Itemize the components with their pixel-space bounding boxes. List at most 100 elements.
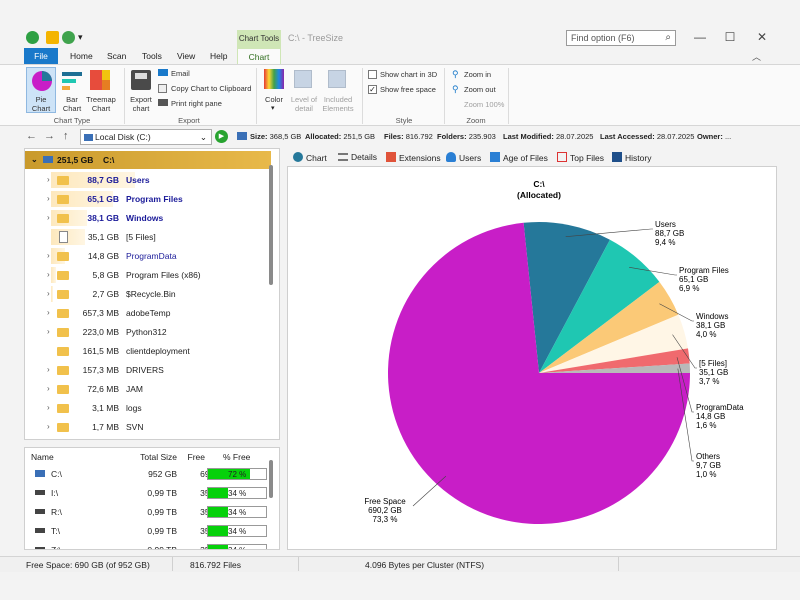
pie-slice-users[interactable] — [523, 222, 610, 373]
drives-header-name[interactable]: Name — [31, 452, 54, 462]
maximize-button[interactable]: ☐ — [724, 30, 736, 44]
up-arrow-icon[interactable]: ↑ — [63, 130, 69, 142]
tree-row[interactable]: › 2,7 GB $Recycle.Bin — [25, 285, 273, 303]
color-palette-icon[interactable] — [264, 69, 284, 89]
refresh-icon[interactable] — [62, 31, 75, 44]
pie-slice-program-files[interactable] — [539, 239, 660, 373]
tab-help[interactable]: Help — [210, 51, 228, 61]
tree-row[interactable]: › 223,0 MB Python312 — [25, 323, 273, 341]
tree-row[interactable]: › 1,7 MB SVN — [25, 418, 273, 436]
pie-chart-button[interactable] — [26, 67, 56, 113]
slice-label-percent: 73,3 % — [373, 515, 398, 524]
pie-slice-others[interactable] — [539, 363, 690, 373]
expand-icon[interactable]: › — [47, 175, 50, 184]
expand-icon[interactable]: › — [47, 384, 50, 393]
tree-row[interactable]: › 38,1 GB Windows — [25, 209, 273, 227]
color-dropdown-icon[interactable]: ▾ — [271, 105, 275, 112]
scan-go-button[interactable]: ▶ — [215, 130, 228, 143]
tab-age-of-files[interactable]: Age of Files — [490, 152, 548, 163]
color-button-label[interactable]: Color — [265, 95, 283, 104]
print-right-pane-button[interactable]: Print right pane — [171, 99, 222, 108]
tab-details[interactable]: Details — [338, 152, 377, 162]
zoom-out-button[interactable]: Zoom out — [464, 85, 496, 94]
drives-scrollbar[interactable] — [269, 460, 273, 498]
tree-row-name: Python312 — [126, 327, 167, 337]
expand-icon[interactable]: › — [47, 327, 50, 336]
minimize-button[interactable]: — — [694, 30, 706, 44]
show-free-space-label[interactable]: Show free space — [380, 85, 436, 94]
zoom-in-button[interactable]: Zoom in — [464, 70, 492, 79]
expand-icon[interactable]: › — [47, 194, 50, 203]
find-option-input[interactable]: Find option (F6) ⌕ — [566, 30, 676, 46]
show-3d-label[interactable]: Show chart in 3D — [380, 70, 438, 79]
drive-row[interactable]: T:\0,99 TB351 GB34 % — [25, 522, 270, 540]
show-free-space-checkbox[interactable]: ✓ — [368, 85, 377, 94]
expand-icon[interactable]: › — [47, 422, 50, 431]
tree-row[interactable]: › 72,6 MB JAM — [25, 380, 273, 398]
tree-row[interactable]: › 657,3 MB adobeTemp — [25, 304, 273, 322]
collapse-ribbon-icon[interactable]: ︿ — [752, 52, 762, 62]
slice-label-size: 14,8 GB — [696, 412, 725, 421]
tree-scrollbar[interactable] — [269, 165, 273, 285]
tab-home[interactable]: Home — [70, 51, 93, 61]
pie-slice-free-space[interactable] — [388, 222, 690, 524]
chart-panel: C:\ (Allocated) Users 88,7 GB 9,4 % Program… — [287, 166, 777, 550]
drive-icon — [35, 470, 45, 477]
pie-slice-programdata[interactable] — [539, 348, 690, 373]
bar-chart-icon[interactable] — [62, 70, 82, 90]
pie-slice-windows[interactable] — [539, 281, 679, 373]
tab-top-files[interactable]: Top Files — [557, 152, 604, 163]
tab-scan[interactable]: Scan — [107, 51, 127, 61]
tree-row[interactable]: › 88,7 GB Users — [25, 171, 273, 189]
tab-view[interactable]: View — [177, 51, 196, 61]
treemap-chart-label[interactable]: Treemap Chart — [86, 95, 116, 113]
export-chart-icon[interactable] — [131, 70, 151, 90]
tree-root-row[interactable]: ⌄ 251,5 GB C:\ — [25, 151, 271, 169]
back-arrow-icon[interactable]: ← — [26, 130, 37, 142]
expand-icon[interactable]: › — [47, 365, 50, 374]
expand-icon[interactable]: › — [47, 289, 50, 298]
tab-chart-view[interactable]: Chart — [293, 152, 327, 163]
export-chart-label[interactable]: Export chart — [130, 95, 152, 113]
drive-select[interactable]: Local Disk (C:) ⌄ — [80, 129, 212, 145]
tree-row[interactable]: › 3,1 MB logs — [25, 399, 273, 417]
tab-chart[interactable]: Chart — [237, 48, 281, 64]
tree-row[interactable]: › 5,8 GB Program Files (x86) — [25, 266, 273, 284]
tab-history[interactable]: History — [612, 152, 651, 163]
copy-chart-button[interactable]: Copy Chart to Clipboard — [171, 84, 252, 93]
drive-row[interactable]: I:\0,99 TB351 GB34 % — [25, 484, 270, 502]
collapse-icon[interactable]: ⌄ — [31, 155, 38, 164]
scan-icon[interactable] — [46, 31, 59, 44]
tree-row[interactable]: 161,5 MB clientdeployment — [25, 342, 273, 360]
drives-header-free[interactable]: Free — [187, 452, 205, 462]
tree-row[interactable]: › 65,1 GB Program Files — [25, 190, 273, 208]
tree-row-name: Windows — [126, 213, 164, 223]
tree-row[interactable]: 35,1 GB [5 Files] — [25, 228, 273, 246]
drives-header-pct[interactable]: % Free — [223, 452, 251, 462]
quick-access-dropdown-icon[interactable]: ▾ — [78, 32, 83, 42]
email-button[interactable]: Email — [171, 69, 190, 78]
tab-file[interactable]: File — [24, 48, 58, 64]
tree-row[interactable]: › 157,3 MB DRIVERS — [25, 361, 273, 379]
tab-tools[interactable]: Tools — [142, 51, 162, 61]
tab-users[interactable]: Users — [446, 152, 481, 163]
expand-icon[interactable]: › — [47, 251, 50, 260]
tree-row[interactable]: › 14,8 GB ProgramData — [25, 247, 273, 265]
show-3d-checkbox[interactable] — [368, 70, 377, 79]
drive-row[interactable]: R:\0,99 TB351 GB34 % — [25, 503, 270, 521]
expand-icon[interactable]: › — [47, 213, 50, 222]
forward-arrow-icon[interactable]: → — [44, 130, 55, 142]
expand-icon[interactable]: › — [47, 403, 50, 412]
expand-icon[interactable]: › — [47, 308, 50, 317]
treemap-chart-icon[interactable] — [90, 70, 110, 90]
close-button[interactable]: ✕ — [756, 30, 768, 44]
drive-row[interactable]: Z:\0,99 TB351 GB34 % — [25, 541, 270, 549]
folder-tree[interactable]: ⌄ 251,5 GB C:\ › 88,7 GB Users › 65,1 GB Prog… — [24, 148, 280, 440]
pie-slice-5-files[interactable] — [539, 314, 688, 373]
drives-header-total[interactable]: Total Size — [140, 452, 177, 462]
bar-chart-label[interactable]: Bar Chart — [62, 95, 82, 113]
expand-icon[interactable]: › — [47, 270, 50, 279]
tab-extensions[interactable]: Extensions — [386, 152, 441, 163]
